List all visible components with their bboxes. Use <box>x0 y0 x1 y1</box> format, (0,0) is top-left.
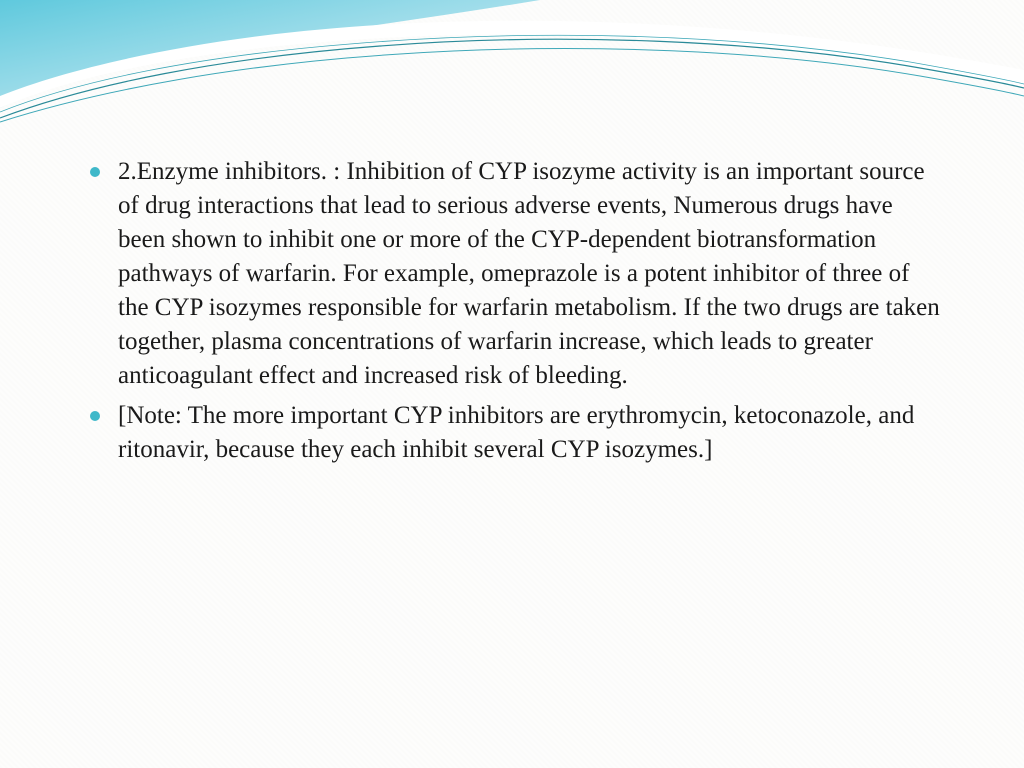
list-item: 2.Enzyme inhibitors. : Inhibition of CYP… <box>90 155 940 393</box>
bullet-list: 2.Enzyme inhibitors. : Inhibition of CYP… <box>90 155 940 467</box>
bullet-text: [Note: The more important CYP inhibitors… <box>118 402 914 463</box>
slide-content: 2.Enzyme inhibitors. : Inhibition of CYP… <box>90 155 940 473</box>
list-item: [Note: The more important CYP inhibitors… <box>90 399 940 467</box>
bullet-text: 2.Enzyme inhibitors. : Inhibition of CYP… <box>118 158 940 389</box>
